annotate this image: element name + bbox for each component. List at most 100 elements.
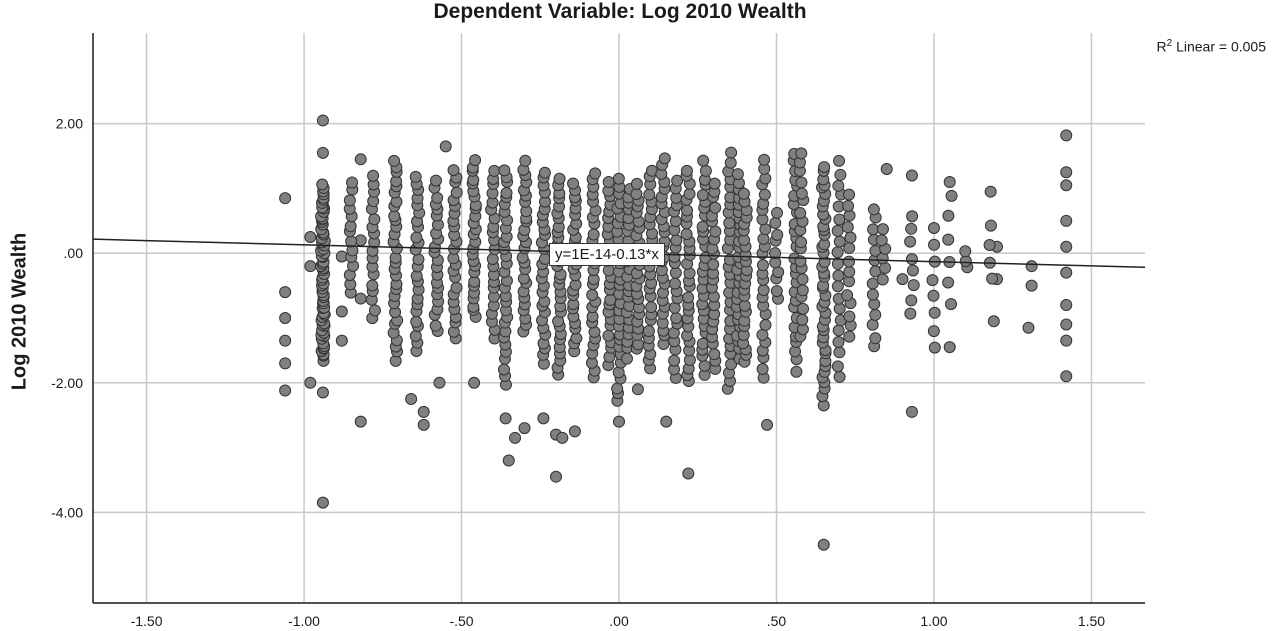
data-point xyxy=(316,178,329,191)
data-point xyxy=(843,255,856,268)
data-point xyxy=(759,223,772,236)
data-point xyxy=(316,496,329,509)
data-point xyxy=(433,376,446,389)
data-point xyxy=(304,376,317,389)
data-point xyxy=(879,262,892,275)
data-point xyxy=(832,269,845,282)
data-point xyxy=(1060,370,1073,383)
data-point xyxy=(279,384,292,397)
data-point xyxy=(905,253,918,266)
data-point xyxy=(620,352,633,365)
data-point xyxy=(368,213,381,226)
data-point xyxy=(984,219,997,232)
data-point xyxy=(867,203,880,216)
data-point xyxy=(450,186,463,199)
data-point xyxy=(831,246,844,259)
data-point xyxy=(904,307,917,320)
data-point xyxy=(388,154,401,167)
data-point xyxy=(834,168,847,181)
data-point xyxy=(928,306,941,319)
data-point xyxy=(738,299,751,312)
data-point xyxy=(368,304,381,317)
data-point xyxy=(831,280,844,293)
data-point xyxy=(488,164,501,177)
data-point xyxy=(756,259,769,272)
data-point xyxy=(843,330,856,343)
data-point xyxy=(366,279,379,292)
data-point xyxy=(875,234,888,247)
data-point xyxy=(680,164,693,177)
data-point xyxy=(469,154,482,167)
data-point xyxy=(450,281,463,294)
data-point xyxy=(771,206,784,219)
data-point xyxy=(500,186,513,199)
data-points xyxy=(279,114,1073,551)
data-point xyxy=(567,177,580,190)
data-point xyxy=(335,305,348,318)
data-point xyxy=(724,156,737,169)
data-point xyxy=(725,146,738,159)
chart-title: Dependent Variable: Log 2010 Wealth xyxy=(433,0,807,23)
r-squared-superscript: 2 xyxy=(1166,38,1173,49)
data-point xyxy=(316,386,329,399)
data-point xyxy=(553,172,566,185)
data-point xyxy=(429,174,442,187)
data-point xyxy=(896,273,909,286)
data-point xyxy=(790,365,803,378)
data-point xyxy=(761,418,774,431)
data-point xyxy=(942,209,955,222)
data-point xyxy=(927,221,940,234)
data-point xyxy=(669,266,682,279)
data-point xyxy=(758,188,771,201)
data-point xyxy=(926,274,939,287)
data-point xyxy=(279,192,292,205)
data-point xyxy=(316,114,329,127)
x-tick-label: -1.00 xyxy=(288,613,320,629)
data-point xyxy=(943,175,956,188)
data-point xyxy=(757,284,770,297)
r-squared-label: R2 Linear = 0.005 xyxy=(1157,38,1266,55)
data-point xyxy=(876,273,889,286)
data-point xyxy=(447,164,460,177)
data-point xyxy=(709,201,722,214)
data-point xyxy=(669,277,682,290)
data-point xyxy=(831,257,844,270)
data-point xyxy=(986,272,999,285)
data-point xyxy=(658,152,671,165)
data-point xyxy=(866,288,879,301)
data-point xyxy=(498,164,511,177)
data-point xyxy=(945,189,958,202)
data-point xyxy=(344,220,357,233)
data-point xyxy=(832,335,845,348)
data-point xyxy=(795,147,808,160)
data-point xyxy=(771,228,784,241)
data-point xyxy=(770,285,783,298)
data-point xyxy=(942,276,955,289)
data-point xyxy=(586,289,599,302)
data-point xyxy=(670,234,683,247)
data-point xyxy=(756,363,769,376)
data-point xyxy=(1060,334,1073,347)
data-point xyxy=(1025,260,1038,273)
data-point xyxy=(537,412,550,425)
data-point xyxy=(682,291,695,304)
data-point xyxy=(756,328,769,341)
data-point xyxy=(869,308,882,321)
data-point xyxy=(1025,279,1038,292)
data-point xyxy=(796,284,809,297)
data-point xyxy=(943,341,956,354)
data-point xyxy=(833,346,846,359)
data-point xyxy=(388,210,401,223)
y-tick-label: 2.00 xyxy=(56,116,83,132)
data-point xyxy=(680,228,693,241)
data-point xyxy=(833,235,846,248)
data-point xyxy=(769,247,782,260)
data-point xyxy=(698,359,711,372)
y-tick-label: -4.00 xyxy=(51,504,83,520)
data-point xyxy=(769,216,782,229)
data-point xyxy=(731,168,744,181)
tick-labels: -1.50 -1.00 -.50 .00 .50 1.00 1.50 2.00 .00 -2.00… xyxy=(51,116,1105,629)
data-point xyxy=(843,242,856,255)
data-point xyxy=(304,231,317,244)
y-tick-label: -2.00 xyxy=(51,375,83,391)
